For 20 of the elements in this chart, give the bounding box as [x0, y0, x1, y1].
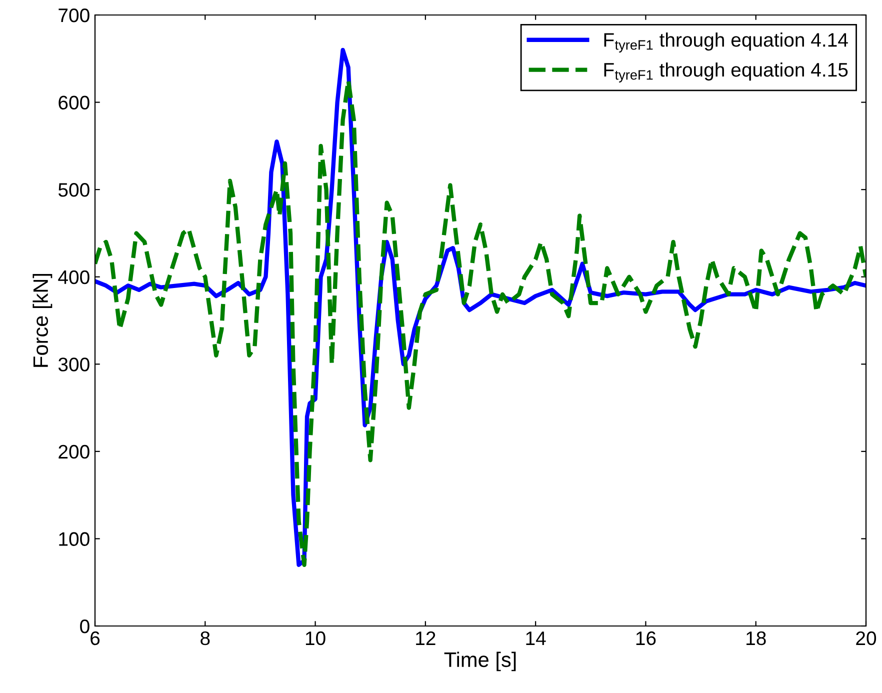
y-tick-label: 0: [80, 619, 90, 634]
legend-label: F$_{tyreF1}$ through equation 4.15: [604, 62, 848, 82]
y-axis-title: Force [kN]: [32, 274, 52, 367]
x-tick-label: 16: [636, 631, 656, 646]
x-axis-title: Time [s]: [444, 652, 516, 672]
y-tick-label: 400: [58, 270, 90, 284]
x-tick-label: 12: [416, 631, 436, 645]
x-tick-label: 6: [90, 631, 100, 646]
y-tick-label: 200: [58, 444, 90, 459]
y-tick-label: 100: [59, 532, 90, 546]
x-tick-label: 20: [856, 631, 876, 646]
x-tick-label: 10: [306, 631, 326, 646]
y-tick-label: 700: [58, 8, 90, 22]
y-tick-label: 600: [58, 96, 90, 110]
y-tick-label: 500: [58, 183, 90, 197]
x-tick-label: 8: [200, 631, 210, 646]
y-tick-label: 300: [58, 358, 90, 372]
legend-label: F$_{tyreF1}$ through equation 4.14: [604, 32, 848, 52]
x-tick-label: 14: [526, 632, 546, 645]
x-tick-label: 18: [746, 631, 766, 646]
